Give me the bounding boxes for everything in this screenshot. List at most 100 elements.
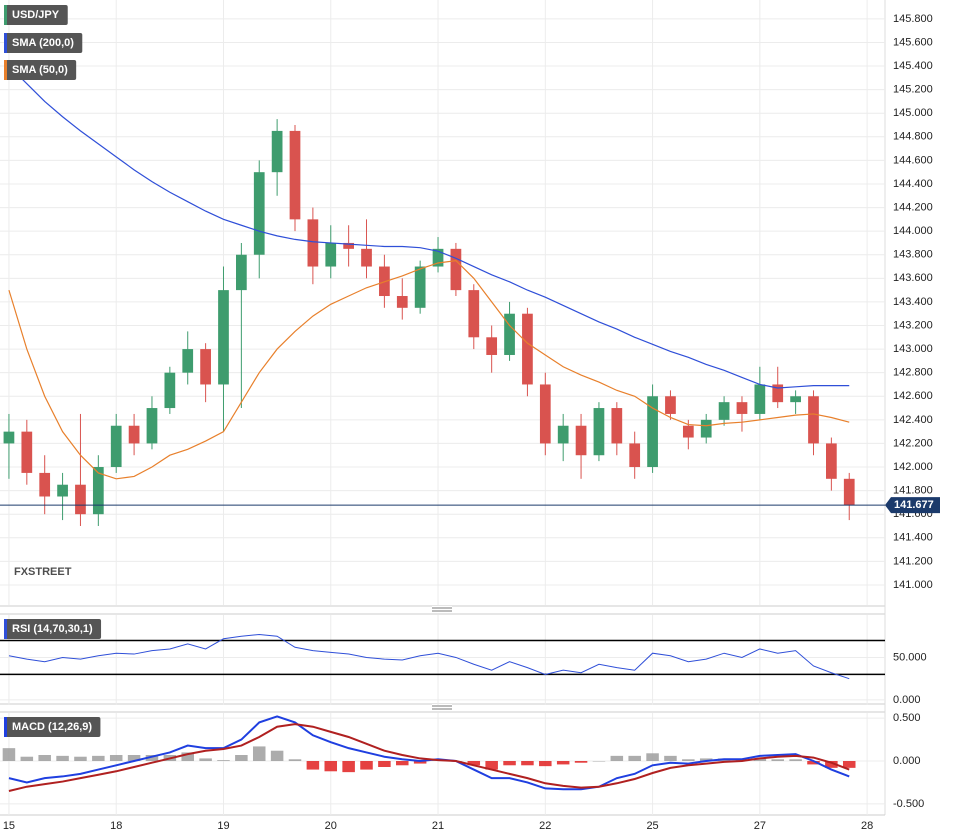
candle-body: [3, 431, 15, 444]
y-tick-label: 143.400: [893, 296, 933, 308]
y-tick-label: 50.000: [893, 651, 927, 663]
histogram-bar: [699, 758, 713, 761]
histogram-bar: [556, 761, 570, 765]
legend-box: [4, 717, 101, 737]
candle-body: [325, 242, 337, 267]
candle-body: [128, 425, 140, 444]
last-price-box: [885, 497, 940, 514]
histogram-bar: [235, 755, 248, 761]
candle-body: [718, 402, 730, 420]
histogram-bar: [199, 758, 212, 761]
y-tick-label: 144.400: [893, 178, 933, 190]
candle-body: [236, 254, 247, 291]
candle-body: [736, 402, 748, 414]
y-tick-label: 143.200: [893, 319, 933, 331]
line-series: [8, 260, 850, 480]
y-tick-label: 141.000: [893, 579, 933, 591]
histogram-bar: [181, 752, 194, 761]
histogram-bar: [20, 756, 34, 761]
y-tick-label: 142.600: [893, 390, 933, 402]
legend-item: RSI (14,70,30,1): [4, 619, 102, 639]
legend-box: [4, 5, 68, 25]
histogram-bar: [127, 755, 141, 761]
legend-item: USD/JPY: [4, 5, 68, 25]
y-tick-label: 145.800: [893, 13, 933, 25]
histogram-bar: [342, 761, 355, 773]
y-tick-label: 145.600: [893, 36, 933, 48]
y-tick-label: 144.600: [893, 154, 933, 166]
y-tick-label: 143.000: [893, 343, 933, 355]
legend-swatch: [4, 5, 7, 25]
y-tick-label: 142.000: [893, 461, 933, 473]
y-tick-label: 0.500: [893, 712, 921, 724]
histogram-bar: [825, 761, 838, 768]
x-tick-label: 18: [110, 820, 122, 832]
histogram-bar: [56, 755, 69, 761]
candle-body: [790, 396, 801, 403]
candle-body: [343, 242, 354, 249]
candle-body: [629, 443, 641, 468]
y-tick-label: 142.200: [893, 437, 933, 449]
x-tick-label: 27: [754, 820, 766, 832]
histogram-bar: [646, 753, 659, 761]
x-tick-label: 15: [3, 820, 15, 832]
histogram-bar: [592, 761, 606, 762]
candle-body: [289, 130, 301, 220]
last-price-label: 141.677: [894, 499, 934, 511]
line-series: [8, 634, 850, 680]
candle-body: [182, 349, 194, 373]
histogram-bar: [217, 760, 230, 761]
x-tick-label: 28: [861, 820, 873, 832]
candle-body: [647, 396, 658, 468]
candle-body: [75, 484, 86, 515]
y-tick-label: 145.400: [893, 60, 933, 72]
histogram-bar: [753, 758, 767, 761]
grabber[interactable]: [432, 704, 452, 711]
candle-body: [754, 384, 766, 414]
histogram-bar: [288, 759, 302, 761]
candle-body: [146, 408, 158, 444]
x-tick-label: 22: [539, 820, 551, 832]
candle-body: [486, 337, 498, 355]
candle-body: [361, 248, 372, 267]
y-tick-label: 144.000: [893, 225, 933, 237]
grabber[interactable]: [432, 606, 452, 613]
y-tick-label: -0.500: [893, 798, 924, 810]
histogram-bar: [682, 759, 695, 761]
histogram-bar: [610, 755, 624, 761]
candle-body: [218, 290, 229, 385]
candle-body: [557, 425, 569, 444]
histogram-bar: [360, 761, 373, 770]
candle-body: [826, 443, 837, 479]
candle-body: [164, 372, 176, 409]
histogram-bar: [521, 761, 534, 766]
candle-body: [665, 396, 676, 414]
candle-body: [307, 219, 319, 267]
x-tick-label: 20: [325, 820, 337, 832]
candle-body: [522, 313, 533, 385]
x-tick-label: 21: [432, 820, 444, 832]
candle-body: [843, 478, 855, 506]
histogram-bar: [628, 755, 641, 761]
candle-body: [808, 396, 819, 444]
legend-label: USD/JPY: [12, 9, 60, 21]
y-tick-label: 143.800: [893, 249, 933, 261]
histogram-bar: [664, 755, 677, 761]
line-series: [8, 723, 850, 792]
legend-box: [4, 33, 83, 53]
candle-body: [110, 425, 122, 468]
histogram-bar: [485, 761, 498, 770]
candle-body: [450, 248, 462, 291]
legend-item: SMA (50,0): [4, 60, 77, 80]
legend-box: [4, 619, 102, 639]
legend-swatch: [4, 33, 7, 53]
y-tick-label: 143.600: [893, 272, 933, 284]
y-tick-label: 0.000: [893, 755, 921, 767]
legend-label: MACD (12,26,9): [12, 721, 92, 733]
y-tick-label: 145.200: [893, 84, 933, 96]
candle-body: [432, 248, 444, 267]
candle-body: [468, 290, 480, 338]
legend-box: [4, 60, 77, 80]
histogram-bar: [396, 761, 409, 766]
